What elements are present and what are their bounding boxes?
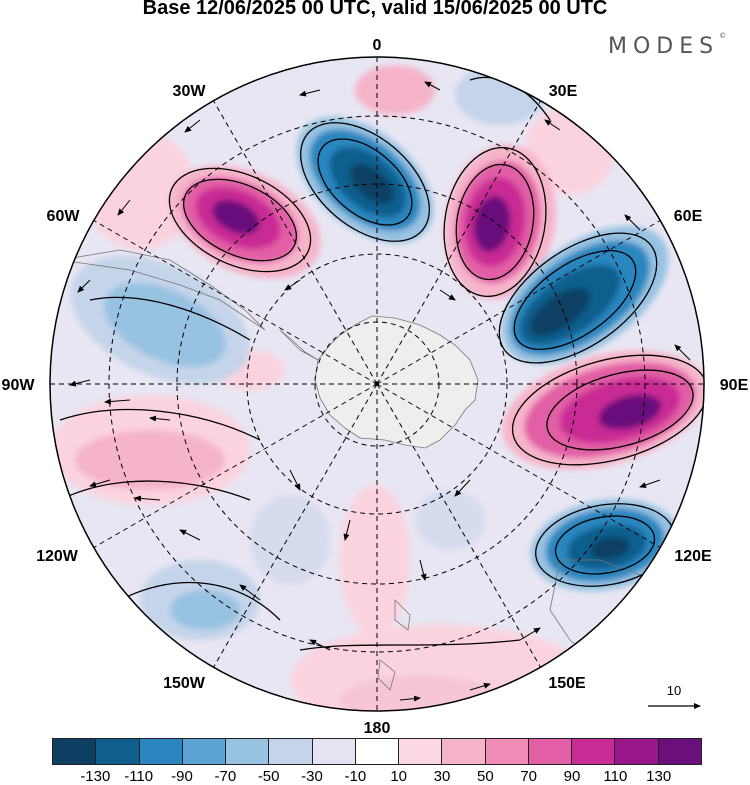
colorbar-tick-label: -30 <box>301 768 323 785</box>
colorbar-swatch <box>53 739 96 764</box>
south-pole-marker <box>375 382 379 386</box>
modes-logo: MODES© <box>608 32 727 59</box>
colorbar-swatch <box>398 739 442 764</box>
lon-label-0: 0 <box>373 37 382 54</box>
colorbar-swatch <box>225 739 269 764</box>
colorbar-ticks: -130 -110 -90 -70 -50 -30 -10 10 30 50 70 90 110 130 <box>0 768 750 785</box>
anomaly-center-0 <box>296 116 434 244</box>
weak-negative-anomalies <box>70 65 545 640</box>
colorbar-swatch <box>311 739 355 764</box>
lon-label-150e: 150E <box>548 675 586 692</box>
colorbar-swatch <box>268 739 312 764</box>
colorbar-tick-label: 130 <box>646 768 672 785</box>
colorbar-tick-label: -70 <box>214 768 237 785</box>
colorbar-swatch <box>571 739 615 764</box>
colorbar-tick-label: -130 <box>80 768 111 785</box>
colorbar-tick-label: 10 <box>390 768 407 785</box>
colorbar-swatch <box>95 739 139 764</box>
lon-label-60w: 60W <box>47 208 81 225</box>
colorbar-swatch <box>138 739 182 764</box>
wind-vectors <box>69 81 691 702</box>
colorbar-swatch <box>657 739 701 764</box>
south-america-outline <box>59 249 266 331</box>
colorbar-swatch <box>354 739 399 764</box>
graticule <box>50 57 704 711</box>
lon-label-30w: 30W <box>173 83 207 100</box>
colorbar-tick-label: -110 <box>124 768 154 785</box>
map-title: Base 12/06/2025 00 UTC, valid 15/06/2025… <box>142 0 608 19</box>
lon-label-180: 180 <box>364 720 391 737</box>
colorbar-tick-label: 90 <box>563 768 581 785</box>
colorbar-swatch <box>484 739 528 764</box>
antarctic-peninsula <box>279 329 319 361</box>
lon-label-120e: 120E <box>674 548 712 565</box>
map-boundary <box>49 56 705 712</box>
reference-vector-label: 10 <box>667 683 681 698</box>
lon-label-60e: 60E <box>674 208 703 225</box>
colorbar-tick-label: 70 <box>520 768 537 785</box>
lon-label-120w: 120W <box>36 548 79 565</box>
colorbar-swatch <box>441 739 485 764</box>
lon-label-90w: 90W <box>2 377 36 394</box>
colorbar-tick-label: -10 <box>344 768 367 785</box>
anomaly-center-90e <box>502 350 704 470</box>
colorbar <box>52 738 702 765</box>
colorbar-tick-label: -50 <box>257 768 280 785</box>
colorbar-tick-label: -90 <box>171 768 193 785</box>
reference-vector: 10 <box>648 683 701 709</box>
lon-label-150w: 150W <box>163 675 206 692</box>
brand-mark: © <box>719 32 727 40</box>
colorbar-swatch <box>614 739 658 764</box>
brand-text: MODES <box>608 34 720 59</box>
colorbar-tick-label: 50 <box>476 768 494 785</box>
colorbar-tick-label: 110 <box>603 768 628 785</box>
lon-label-30e: 30E <box>549 83 578 100</box>
streamlines <box>59 76 704 651</box>
new-zealand-outline <box>377 599 411 691</box>
colorbar-swatch <box>181 739 226 764</box>
colorbar-tick-label: 30 <box>433 768 451 785</box>
anomaly-center-60e <box>501 225 669 365</box>
weak-positive-anomalies <box>50 65 615 711</box>
lon-label-90e: 90E <box>720 377 749 394</box>
colorbar-swatch <box>527 739 572 764</box>
